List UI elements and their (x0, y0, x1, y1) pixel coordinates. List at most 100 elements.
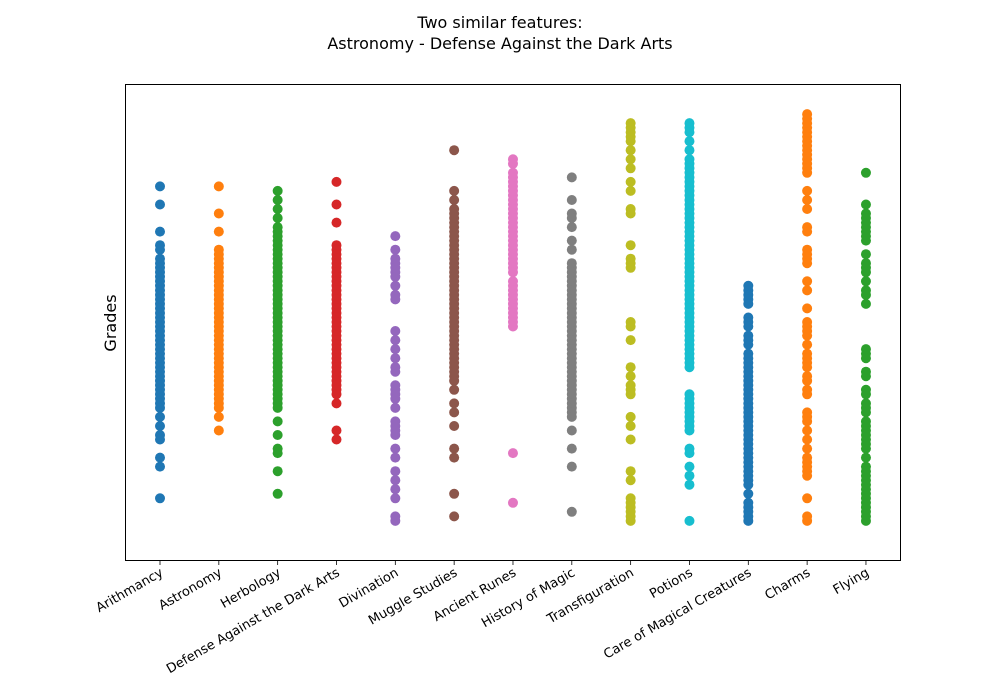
data-point (272, 466, 283, 477)
data-point (860, 267, 871, 278)
data-point (802, 389, 813, 400)
data-point (860, 452, 871, 463)
data-point (802, 443, 813, 454)
data-point (566, 213, 577, 223)
data-point (566, 461, 577, 472)
data-point (802, 276, 813, 287)
data-point (625, 475, 636, 486)
data-point (860, 199, 871, 210)
data-point (449, 375, 460, 386)
data-point (331, 389, 342, 400)
plot-marks (155, 109, 871, 526)
data-point (449, 384, 460, 395)
data-point (449, 443, 460, 454)
data-point (155, 244, 165, 255)
data-point (507, 321, 518, 332)
data-point (802, 330, 813, 341)
data-point (684, 127, 695, 138)
data-point (331, 176, 342, 187)
data-point (566, 506, 577, 517)
data-point (449, 511, 460, 522)
data-point (802, 303, 813, 314)
x-tick-label: Flying (831, 565, 872, 597)
x-tick-label: Astronomy (156, 565, 225, 613)
data-point (390, 430, 401, 440)
data-point (272, 195, 283, 205)
data-point (743, 479, 754, 490)
data-point (213, 411, 224, 422)
series-transfiguration (625, 118, 636, 526)
data-point (155, 461, 165, 472)
data-point (802, 515, 813, 526)
data-point (566, 244, 577, 255)
data-point (507, 267, 518, 278)
data-point (625, 176, 636, 187)
data-point (390, 271, 401, 282)
data-point (272, 204, 283, 214)
data-point (802, 226, 813, 237)
data-point (272, 416, 283, 427)
data-point (213, 425, 224, 436)
data-point (625, 145, 636, 156)
data-point (449, 398, 460, 409)
data-point (390, 353, 401, 364)
series-care-of-magical-creatures (743, 280, 754, 526)
series-potions (684, 118, 695, 526)
data-point (331, 398, 342, 409)
data-point (860, 443, 871, 454)
data-point (272, 185, 283, 196)
data-point (625, 262, 636, 273)
data-point (449, 195, 460, 205)
data-point (802, 375, 813, 386)
data-point (802, 434, 813, 445)
data-point (743, 488, 754, 499)
x-tick-label: Arithmancy (94, 565, 167, 616)
data-point (331, 199, 342, 210)
data-point (213, 208, 224, 219)
data-point (684, 136, 695, 147)
data-point (331, 425, 342, 436)
data-point (155, 226, 165, 237)
data-point (390, 231, 401, 242)
data-point (625, 466, 636, 477)
data-point (802, 204, 813, 214)
data-point (802, 362, 813, 373)
data-point (272, 430, 283, 440)
data-point (860, 515, 871, 526)
data-point (802, 416, 813, 427)
data-point (213, 402, 224, 413)
data-point (802, 195, 813, 205)
data-point (860, 371, 871, 382)
data-point (155, 452, 165, 463)
data-point (155, 493, 165, 504)
data-point (390, 515, 401, 526)
data-point (743, 515, 754, 526)
data-point (390, 244, 401, 255)
series-defense-against-the-dark-arts (331, 176, 342, 445)
data-point (802, 425, 813, 436)
data-point (684, 425, 695, 436)
data-point (860, 235, 871, 246)
data-point (390, 466, 401, 477)
data-point (625, 208, 636, 219)
data-point (802, 339, 813, 350)
data-point (625, 321, 636, 332)
data-point (272, 402, 283, 413)
series-charms (802, 109, 813, 526)
data-point (507, 158, 518, 169)
data-point (684, 448, 695, 459)
data-point (684, 145, 695, 156)
data-point (684, 470, 695, 481)
data-point (390, 452, 401, 463)
data-point (272, 488, 283, 499)
data-point (743, 321, 754, 332)
series-history-of-magic (566, 172, 577, 517)
data-point (390, 335, 401, 346)
data-point (390, 344, 401, 355)
data-point (155, 181, 165, 192)
data-point (860, 289, 871, 300)
data-point (802, 185, 813, 196)
data-point (390, 484, 401, 495)
data-point (625, 136, 636, 147)
